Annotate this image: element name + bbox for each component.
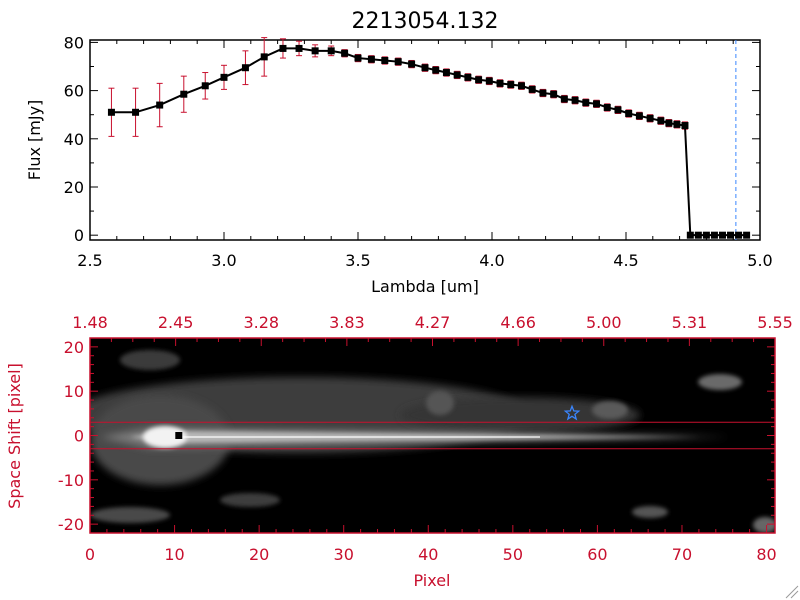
spectrum-image bbox=[90, 338, 775, 533]
data-point bbox=[571, 96, 579, 104]
bottom-y-tick-label: -20 bbox=[58, 515, 84, 534]
data-point bbox=[517, 82, 525, 90]
data-point bbox=[381, 56, 389, 64]
data-point bbox=[686, 231, 694, 239]
x-tick-label: 4.0 bbox=[479, 251, 504, 270]
data-point bbox=[241, 64, 249, 72]
data-point bbox=[743, 231, 751, 239]
data-point bbox=[635, 112, 643, 120]
y-tick-label: 0 bbox=[74, 226, 84, 245]
data-point bbox=[560, 95, 568, 103]
star-marker bbox=[563, 404, 581, 421]
data-point bbox=[614, 106, 622, 114]
data-point bbox=[550, 90, 558, 98]
data-point bbox=[702, 231, 710, 239]
y-tick-label: 80 bbox=[64, 33, 84, 52]
x-axis-label: Lambda [um] bbox=[371, 277, 479, 296]
data-point bbox=[603, 103, 611, 111]
bottom-y-tick-label: 20 bbox=[64, 338, 84, 357]
data-point bbox=[625, 109, 633, 117]
data-point bbox=[464, 73, 472, 81]
bottom-x-tick-label: 60 bbox=[587, 545, 607, 564]
top-axis-tick-label: 5.55 bbox=[757, 313, 793, 332]
data-point bbox=[201, 82, 209, 90]
data-point bbox=[673, 120, 681, 128]
data-point bbox=[646, 114, 654, 122]
data-point bbox=[718, 231, 726, 239]
top-axis-tick-label: 3.28 bbox=[243, 313, 279, 332]
data-point bbox=[453, 71, 461, 79]
data-point bbox=[408, 60, 416, 68]
top-axis-tick-label: 1.48 bbox=[72, 313, 108, 332]
y-axis-label: Flux [mJy] bbox=[25, 100, 44, 181]
top-plot-frame bbox=[89, 39, 761, 241]
data-point bbox=[341, 49, 349, 57]
x-tick-label: 2.5 bbox=[77, 251, 102, 270]
data-point bbox=[327, 47, 335, 55]
flux-line bbox=[111, 47, 747, 237]
bottom-y-tick-label: -10 bbox=[58, 471, 84, 490]
data-point bbox=[180, 90, 188, 98]
top-axis-tick-label: 4.27 bbox=[415, 313, 451, 332]
source-marker bbox=[175, 432, 183, 439]
data-point bbox=[496, 79, 504, 87]
top-axis-tick-label: 5.31 bbox=[672, 313, 708, 332]
data-point bbox=[367, 55, 375, 63]
bottom-y-tick-label: 10 bbox=[64, 382, 84, 401]
x-tick-label: 4.5 bbox=[613, 251, 638, 270]
bottom-x-tick-label: 20 bbox=[249, 545, 269, 564]
data-point bbox=[735, 231, 743, 239]
y-tick-label: 40 bbox=[64, 130, 84, 149]
data-point bbox=[432, 66, 440, 74]
data-point bbox=[260, 53, 268, 61]
data-point bbox=[107, 108, 115, 116]
data-point bbox=[593, 100, 601, 108]
data-point bbox=[475, 76, 483, 84]
top-axis-tick-label: 2.45 bbox=[158, 313, 194, 332]
bottom-x-tick-label: 70 bbox=[672, 545, 692, 564]
bottom-x-tick-label: 80 bbox=[756, 545, 776, 564]
top-axis-tick-label: 4.66 bbox=[500, 313, 536, 332]
bottom-x-tick-label: 30 bbox=[334, 545, 354, 564]
data-point bbox=[694, 231, 702, 239]
data-point bbox=[582, 99, 590, 107]
top-axis-tick-label: 5.00 bbox=[586, 313, 622, 332]
data-point bbox=[657, 117, 665, 125]
bottom-x-tick-label: 50 bbox=[503, 545, 523, 564]
data-point bbox=[132, 108, 140, 116]
bottom-y-tick-label: 0 bbox=[74, 427, 84, 446]
data-point bbox=[507, 81, 515, 89]
data-point bbox=[528, 85, 536, 93]
data-point bbox=[279, 44, 287, 52]
data-point bbox=[295, 44, 303, 52]
y-tick-label: 60 bbox=[64, 82, 84, 101]
data-point bbox=[311, 47, 319, 55]
bottom-y-axis-label: Space Shift [pixel] bbox=[5, 363, 24, 509]
chart-title: 2213054.132 bbox=[352, 9, 499, 34]
y-tick-label: 20 bbox=[64, 178, 84, 197]
top-axis-tick-label: 3.83 bbox=[329, 313, 365, 332]
data-point bbox=[681, 122, 689, 130]
data-point bbox=[220, 73, 228, 81]
resize-grip-icon[interactable] bbox=[785, 585, 799, 599]
data-point bbox=[665, 119, 673, 127]
x-tick-label: 5.0 bbox=[747, 251, 772, 270]
data-point bbox=[485, 77, 493, 85]
data-point bbox=[394, 58, 402, 66]
data-point bbox=[710, 231, 718, 239]
bottom-x-tick-label: 0 bbox=[85, 545, 95, 564]
bottom-x-tick-label: 10 bbox=[164, 545, 184, 564]
bottom-x-tick-label: 40 bbox=[418, 545, 438, 564]
data-point bbox=[354, 54, 362, 62]
data-point bbox=[539, 89, 547, 97]
data-point bbox=[442, 69, 450, 77]
x-tick-label: 3.0 bbox=[211, 251, 236, 270]
data-point bbox=[727, 231, 735, 239]
x-tick-label: 3.5 bbox=[345, 251, 370, 270]
data-point bbox=[421, 64, 429, 72]
data-point bbox=[156, 101, 164, 109]
bottom-x-axis-label: Pixel bbox=[413, 571, 450, 590]
